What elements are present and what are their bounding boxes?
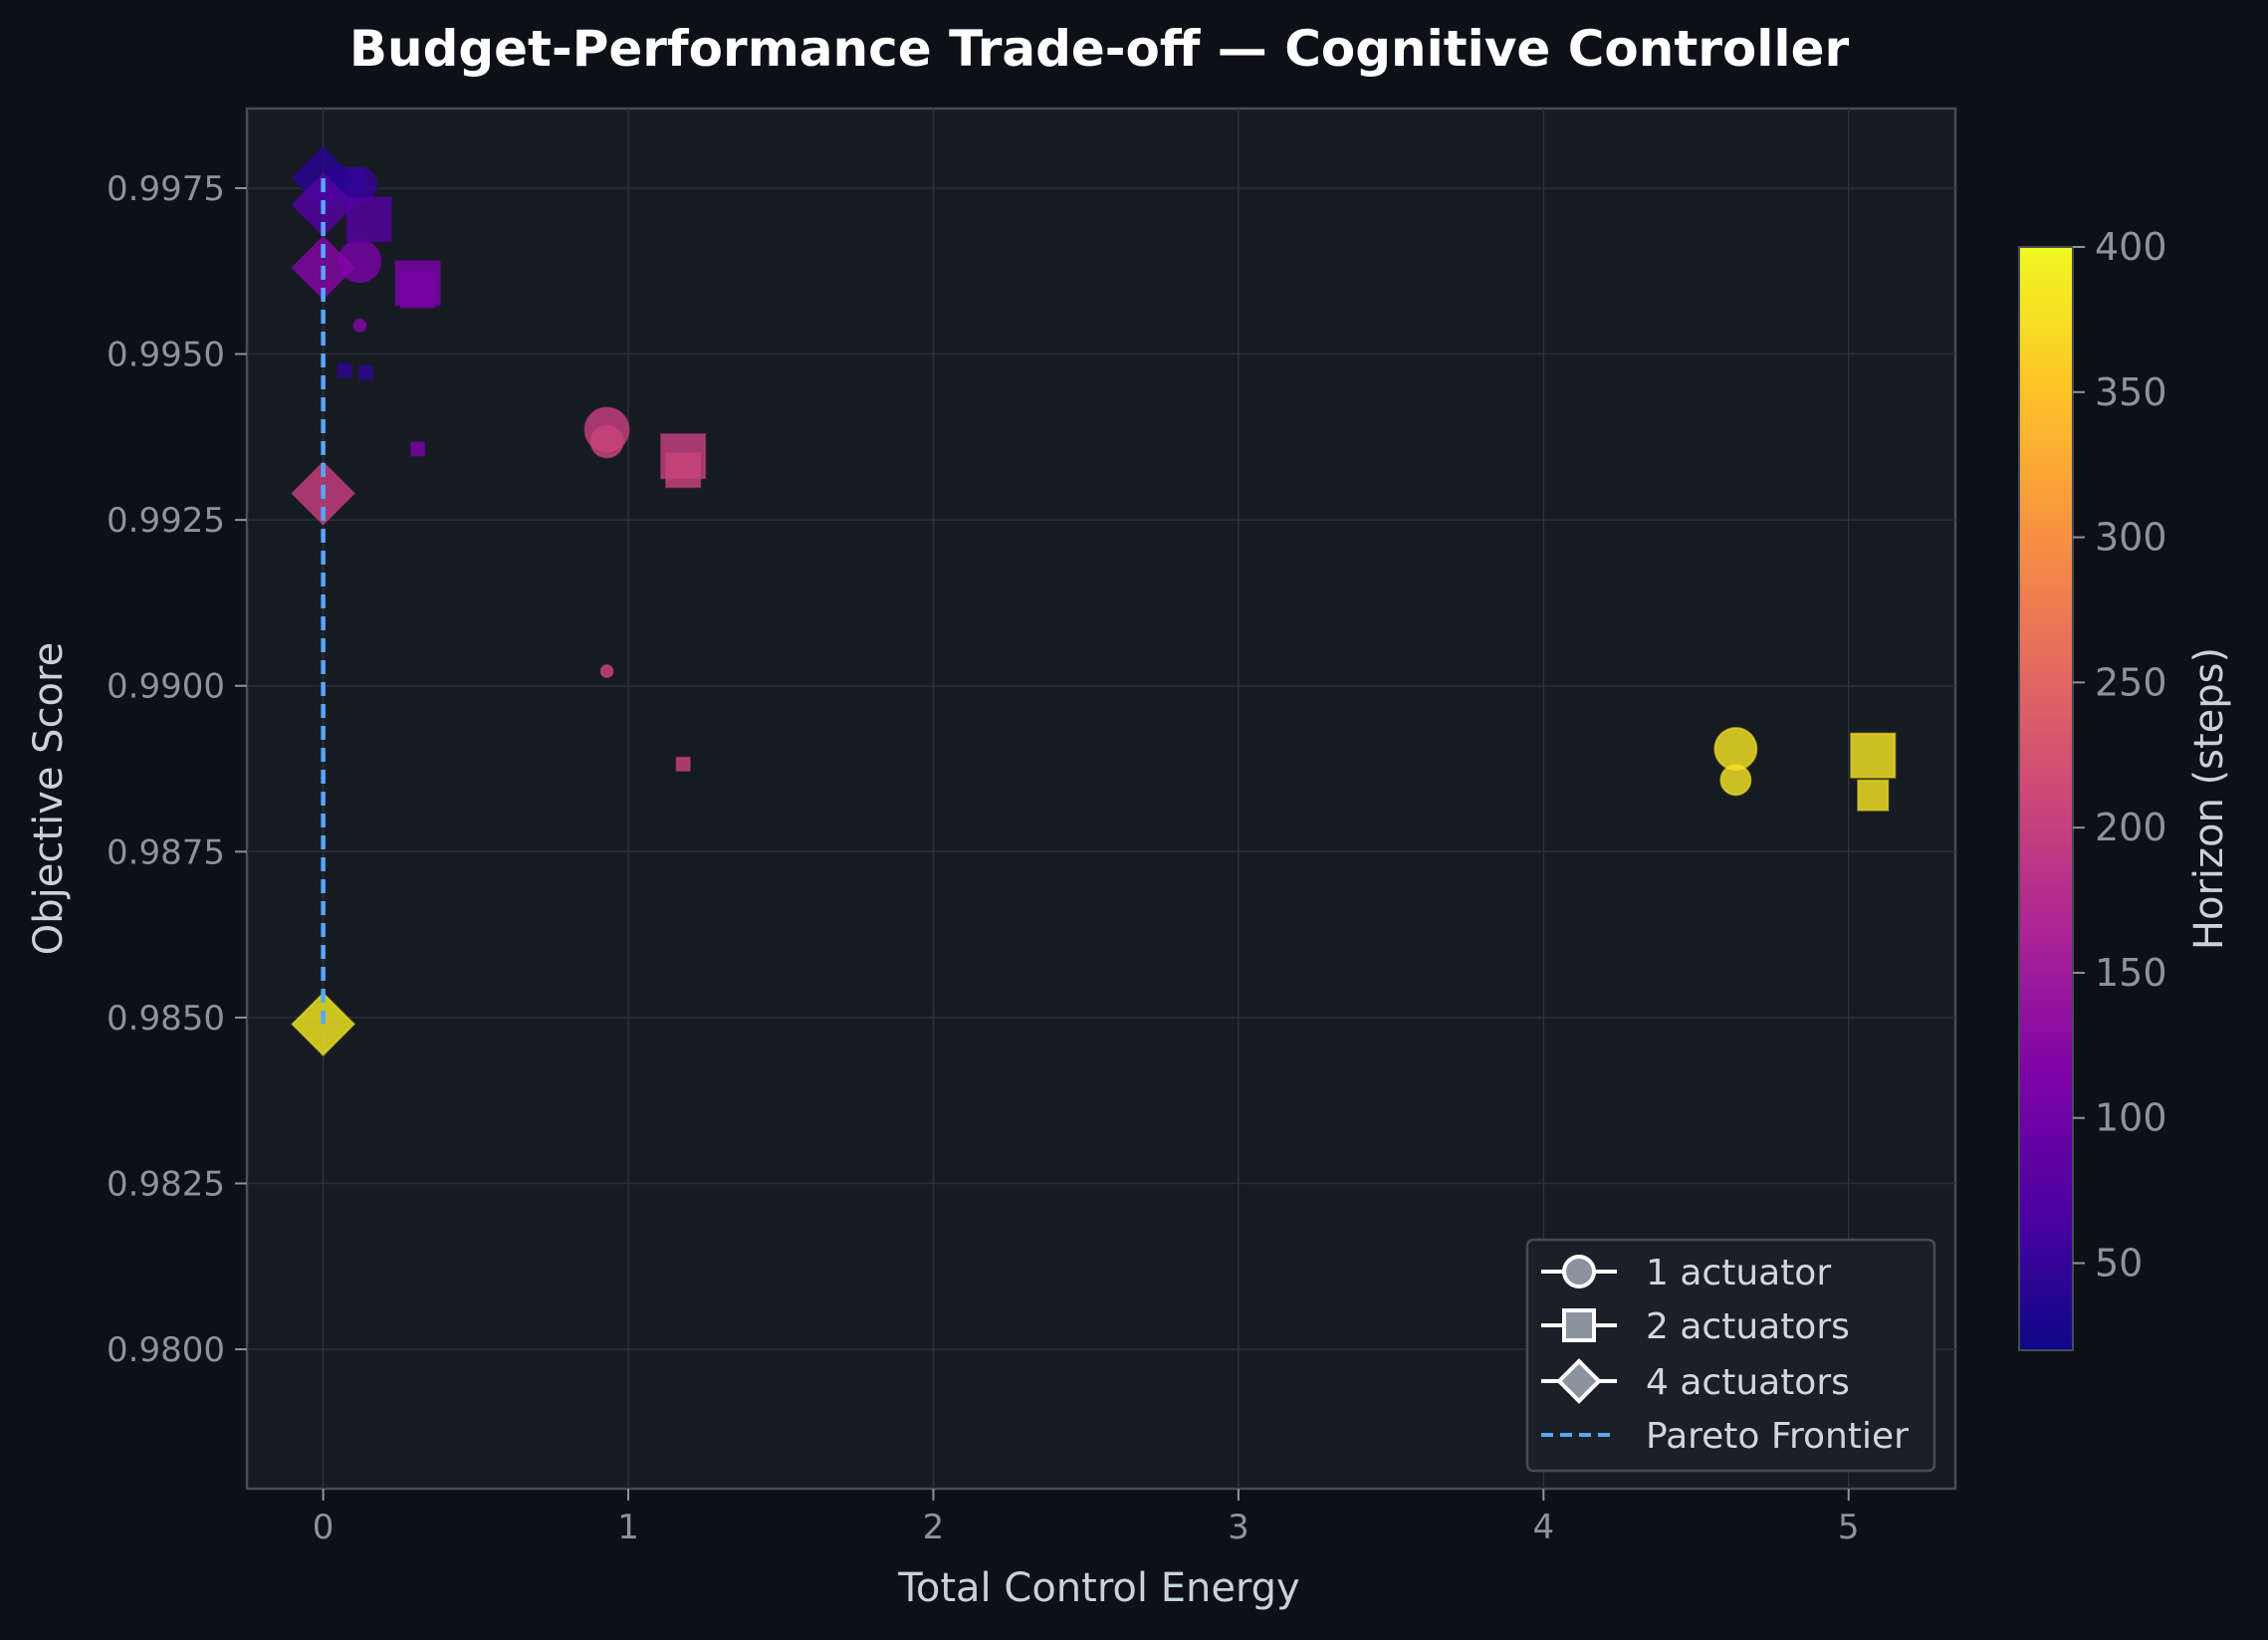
colorbar-tick-label: 350 bbox=[2095, 370, 2167, 414]
legend-label: Pareto Frontier bbox=[1646, 1416, 1909, 1457]
scatter-point-circle bbox=[589, 424, 624, 459]
colorbar-tick-label: 250 bbox=[2095, 660, 2167, 704]
x-tick-label: 3 bbox=[1228, 1508, 1249, 1547]
colorbar-tick-label: 100 bbox=[2095, 1096, 2167, 1140]
y-tick-label: 0.9900 bbox=[107, 667, 225, 707]
colorbar-gradient bbox=[2018, 246, 2074, 1351]
legend-entry-2-actuators: 2 actuators bbox=[1541, 1306, 1850, 1347]
y-tick-label: 0.9975 bbox=[107, 169, 225, 209]
scatter-point-square bbox=[1850, 732, 1897, 779]
colorbar-tick-label: 200 bbox=[2095, 806, 2167, 849]
scatter-point-circle bbox=[1719, 764, 1752, 797]
legend-label: 4 actuators bbox=[1646, 1362, 1850, 1403]
legend-label: 2 actuators bbox=[1646, 1306, 1850, 1347]
x-tick-label: 0 bbox=[313, 1508, 335, 1547]
y-tick-label: 0.9850 bbox=[107, 999, 225, 1039]
scatter-point-square bbox=[1857, 779, 1890, 812]
square-marker-icon bbox=[1562, 1308, 1596, 1342]
scatter-point-square bbox=[675, 756, 691, 772]
scatter-point-circle bbox=[599, 664, 614, 679]
scatter-point-square bbox=[337, 362, 352, 378]
colorbar-tick-label: 400 bbox=[2095, 225, 2167, 269]
colorbar-tick-label: 150 bbox=[2095, 951, 2167, 995]
scatter-point-circle bbox=[352, 318, 367, 333]
y-tick-label: 0.9950 bbox=[107, 336, 225, 375]
legend-label: 1 actuator bbox=[1646, 1253, 1831, 1293]
y-axis-label: Objective Score bbox=[26, 642, 72, 955]
scatter-point-square bbox=[410, 441, 426, 457]
colorbar: 50 100 150 200 250 300 350 400 Horizon (steps) bbox=[2018, 225, 2232, 1351]
legend-entry-1-actuator: 1 actuator bbox=[1541, 1253, 1831, 1293]
legend: 1 actuator 2 actuators 4 actuators Paret… bbox=[1525, 1238, 1936, 1473]
x-tick-label: 1 bbox=[617, 1508, 639, 1547]
x-axis-label: Total Control Energy bbox=[897, 1565, 1299, 1611]
x-tick-label: 4 bbox=[1533, 1508, 1555, 1547]
chart-title: Budget-Performance Trade-off — Cognitive… bbox=[349, 20, 1850, 78]
scatter-point-square bbox=[358, 364, 374, 380]
legend-entry-pareto-frontier: Pareto Frontier bbox=[1541, 1416, 1909, 1457]
legend-box bbox=[1525, 1238, 1936, 1473]
y-tick-label: 0.9825 bbox=[107, 1164, 225, 1204]
circle-marker-icon bbox=[1562, 1255, 1596, 1289]
diamond-marker-icon bbox=[1556, 1358, 1602, 1404]
legend-entry-4-actuators: 4 actuators bbox=[1541, 1358, 1850, 1404]
colorbar-tick-label: 300 bbox=[2095, 516, 2167, 560]
scatter-point-square bbox=[665, 452, 702, 489]
x-tick-label: 2 bbox=[923, 1508, 945, 1547]
y-tick-label: 0.9875 bbox=[107, 832, 225, 872]
colorbar-tick-label: 50 bbox=[2095, 1242, 2143, 1286]
x-tick-label: 5 bbox=[1838, 1508, 1860, 1547]
axis-ticks: 0 1 2 3 4 5 0.9800 0.9825 0.9850 0.9875 0.9900 0.99… bbox=[107, 169, 1860, 1547]
y-tick-label: 0.9800 bbox=[107, 1330, 225, 1370]
colorbar-label: Horizon (steps) bbox=[2186, 647, 2232, 950]
scatter-point-square bbox=[399, 272, 436, 309]
y-tick-label: 0.9925 bbox=[107, 501, 225, 541]
colorbar-ticks: 50 100 150 200 250 300 350 400 bbox=[2073, 225, 2167, 1286]
scatter-point-circle bbox=[1713, 727, 1758, 772]
